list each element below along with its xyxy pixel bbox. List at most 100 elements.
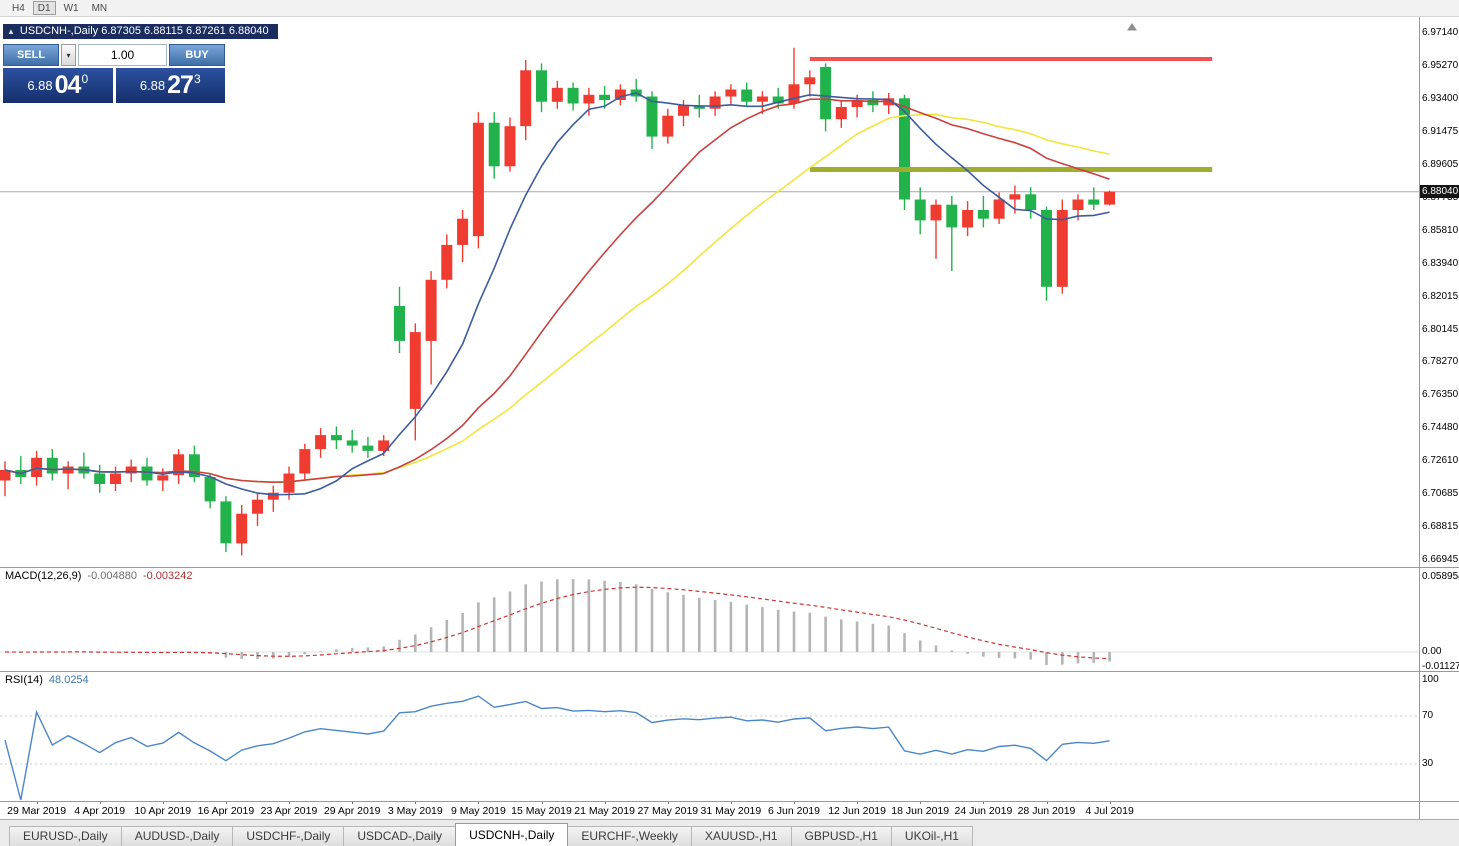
price-axis-label: 6.74480	[1422, 422, 1459, 434]
date-axis-label: 12 Jun 2019	[828, 805, 886, 817]
date-axis-tick	[541, 801, 543, 804]
date-axis-tick	[99, 801, 101, 804]
date-axis-tick	[794, 801, 795, 804]
tab-EURUSD-Daily[interactable]: EURUSD-,Daily	[9, 826, 122, 846]
price-axis-label: 6.66945	[1422, 554, 1459, 565]
tab-GBPUSD-H1[interactable]: GBPUSD-,H1	[790, 826, 892, 846]
price-axis-label: 6.85810	[1422, 224, 1459, 236]
timeframe-toolbar: H4 D1 W1 MN	[0, 0, 1459, 17]
date-axis-tick	[36, 801, 38, 804]
current-price-badge: 6.88040	[1420, 185, 1459, 199]
chart-window-title[interactable]: ▲ USDCNH-,Daily 6.87305 6.88115 6.87261 …	[3, 24, 278, 39]
price-axis-label: 6.91475	[1422, 125, 1459, 137]
date-axis-tick	[415, 801, 417, 804]
date-axis-label: 16 Apr 2019	[197, 805, 255, 817]
tab-USDCAD-Daily[interactable]: USDCAD-,Daily	[343, 826, 457, 846]
sell-price-point: 0	[81, 72, 89, 86]
date-axis-tick	[1046, 801, 1048, 804]
macd-axis-label: 0.058954	[1422, 571, 1459, 582]
rsi-axis-label: 30	[1422, 758, 1434, 769]
price-axis-label: 6.80145	[1422, 323, 1459, 335]
price-axis-label: 6.68815	[1422, 521, 1459, 533]
price-axis-label: 6.95270	[1422, 59, 1459, 71]
macd-name: MACD(12,26,9)	[5, 570, 82, 582]
buy-price-pips: 27	[167, 71, 194, 99]
buy-price-point: 3	[193, 72, 201, 86]
rsi-value: 48.0254	[48, 674, 89, 686]
rsi-panel-separator[interactable]	[0, 671, 1459, 672]
tab-EURCHF-Weekly[interactable]: EURCHF-,Weekly	[567, 826, 692, 846]
date-axis-label: 29 Mar 2019	[7, 805, 67, 817]
volume-dropdown-button[interactable]: ▾	[61, 44, 76, 66]
price-axis-label: 6.82015	[1422, 290, 1459, 302]
date-axis-tick	[604, 801, 606, 804]
macd-panel-separator[interactable]	[0, 567, 1459, 568]
buy-price-display[interactable]: 6.88 27 3	[115, 68, 225, 103]
date-axis-tick	[352, 801, 354, 804]
rsi-name: RSI(14)	[5, 674, 43, 686]
date-axis-tick	[667, 801, 669, 804]
macd-axis-label: -0.011273	[1422, 660, 1459, 672]
volume-input[interactable]	[78, 44, 167, 66]
date-axis[interactable]: 29 Mar 2019 4 Apr 2019 10 Apr 2019 16 Apr 2…	[0, 801, 1419, 819]
date-axis-label: 28 Jun 2019	[1017, 805, 1076, 817]
macd-main-value: -0.004880	[87, 570, 137, 582]
price-axis-label: 6.89605	[1422, 158, 1459, 170]
macd-axis-label: 0.00	[1422, 645, 1442, 657]
date-axis-separator	[0, 801, 1459, 802]
rsi-label: RSI(14) 48.0254	[5, 674, 89, 686]
date-axis-tick	[225, 801, 227, 804]
price-axis-label: 6.78270	[1422, 356, 1459, 368]
timeframe-D1[interactable]: D1	[32, 1, 56, 15]
buy-button[interactable]: BUY	[169, 44, 225, 66]
date-axis-tick	[478, 801, 480, 804]
macd-indicator-chart[interactable]	[0, 567, 1419, 671]
tab-XAUUSD-H1[interactable]: XAUUSD-,H1	[690, 826, 792, 846]
tab-UKOil-H1[interactable]: UKOil-,H1	[890, 826, 973, 846]
date-axis-label: 4 Apr 2019	[74, 805, 126, 817]
date-axis-label: 15 May 2019	[511, 805, 572, 817]
timeframe-H4[interactable]: H4	[7, 1, 30, 15]
tab-USDCNH-Daily[interactable]: USDCNH-,Daily	[455, 823, 569, 846]
sell-price-pips: 04	[54, 71, 82, 99]
price-axis[interactable]: 6.971406.952706.934006.914756.896056.877…	[1420, 17, 1459, 819]
chart-shift-marker-icon	[1127, 23, 1137, 31]
date-axis-tick	[162, 801, 164, 804]
date-axis-label: 23 Apr 2019	[260, 805, 318, 817]
timeframe-W1[interactable]: W1	[59, 1, 84, 15]
tab-USDCHF-Daily[interactable]: USDCHF-,Daily	[232, 826, 345, 846]
date-axis-label: 6 Jun 2019	[768, 805, 820, 817]
date-axis-label: 24 Jun 2019	[954, 805, 1013, 817]
window-marker-icon: ▲	[7, 27, 15, 36]
price-axis-label: 6.70685	[1422, 488, 1459, 500]
buy-price-base: 6.88	[139, 78, 166, 93]
rsi-indicator-chart[interactable]	[0, 671, 1419, 801]
chart-tabs: EURUSD-,Daily AUDUSD-,Daily USDCHF-,Daily U…	[0, 819, 1459, 846]
tab-AUDUSD-Daily[interactable]: AUDUSD-,Daily	[120, 826, 234, 846]
date-axis-label: 21 May 2019	[574, 805, 635, 817]
macd-label: MACD(12,26,9) -0.004880 -0.003242	[5, 570, 193, 582]
sell-button[interactable]: SELL	[3, 44, 59, 66]
date-axis-label: 18 Jun 2019	[891, 805, 950, 817]
price-axis-label: 6.72610	[1422, 455, 1459, 467]
rsi-axis-label: 100	[1422, 674, 1439, 685]
price-axis-label: 6.97140	[1422, 27, 1459, 38]
sell-price-display[interactable]: 6.88 04 0	[3, 68, 113, 103]
candlestick-chart[interactable]	[0, 17, 1419, 567]
price-axis-label: 6.93400	[1422, 92, 1459, 104]
date-axis-label: 10 Apr 2019	[134, 805, 192, 817]
price-axis-separator	[1419, 17, 1420, 819]
one-click-trading-panel: SELL ▾ BUY 6.88 04 0 6.88 27 3	[3, 44, 225, 103]
timeframe-MN[interactable]: MN	[87, 1, 113, 15]
rsi-axis-label: 70	[1422, 710, 1434, 721]
date-axis-tick	[289, 801, 290, 804]
date-axis-tick	[920, 801, 922, 804]
date-axis-label: 3 May 2019	[387, 805, 443, 817]
date-axis-label: 4 Jul 2019	[1085, 805, 1134, 817]
chart-title-text: USDCNH-,Daily 6.87305 6.88115 6.87261 6.…	[19, 25, 269, 37]
date-axis-tick	[1109, 801, 1111, 804]
date-axis-tick	[730, 801, 732, 804]
price-axis-label: 6.76350	[1422, 389, 1459, 401]
price-axis-label: 6.83940	[1422, 257, 1459, 269]
